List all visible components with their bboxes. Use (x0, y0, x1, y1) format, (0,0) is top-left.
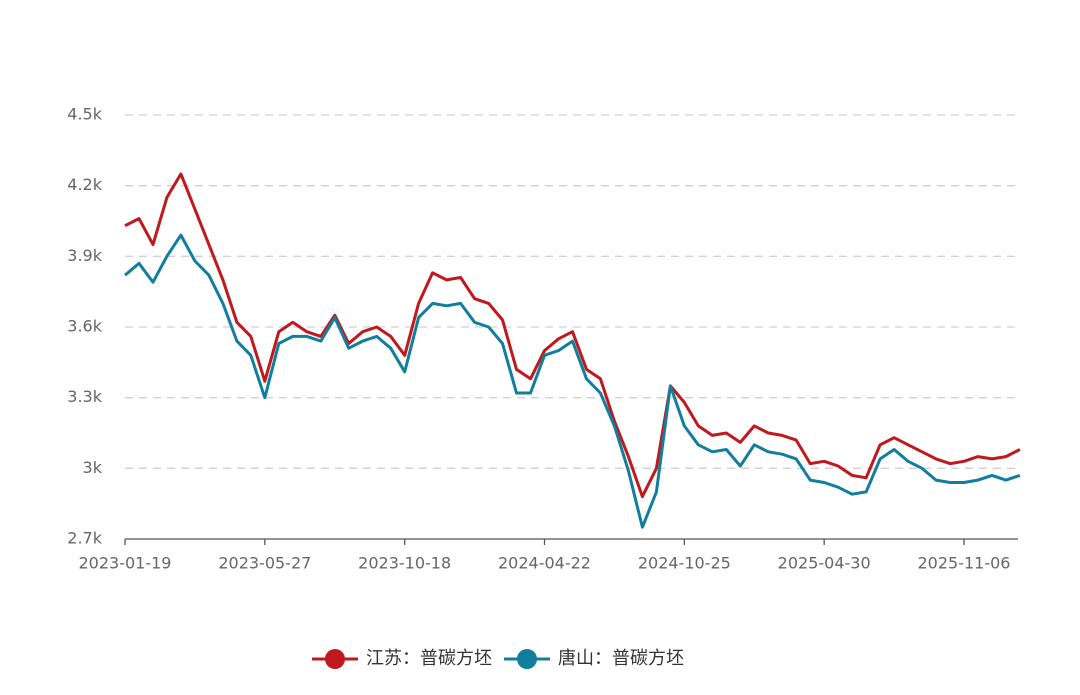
x-tick-label: 2024-04-22 (498, 554, 591, 573)
x-tick-label: 2025-04-30 (778, 554, 871, 573)
y-tick-label: 3.3k (67, 387, 102, 406)
legend-item: 唐山：普碳方坯 (504, 648, 684, 669)
y-tick-label: 3.9k (67, 246, 102, 265)
x-tick-label: 2025-11-06 (918, 554, 1011, 573)
x-tick-label: 2023-01-19 (79, 554, 172, 573)
y-tick-label: 4.5k (67, 105, 102, 124)
x-tick-label: 2023-05-27 (218, 554, 311, 573)
legend-item: 江苏：普碳方坯 (312, 648, 492, 669)
series-line (124, 233, 1021, 529)
legend-label: 唐山：普碳方坯 (558, 648, 684, 669)
y-tick-label: 3k (83, 458, 103, 477)
x-tick-label: 2023-10-18 (358, 554, 451, 573)
legend-marker (325, 649, 345, 669)
y-tick-label: 2.7k (67, 529, 102, 548)
x-tick-label: 2024-10-25 (638, 554, 731, 573)
y-tick-label: 3.6k (67, 317, 102, 336)
legend-label: 江苏：普碳方坯 (366, 648, 492, 669)
series-line (124, 172, 1021, 499)
legend-marker (517, 649, 537, 669)
y-tick-label: 4.2k (67, 175, 102, 194)
